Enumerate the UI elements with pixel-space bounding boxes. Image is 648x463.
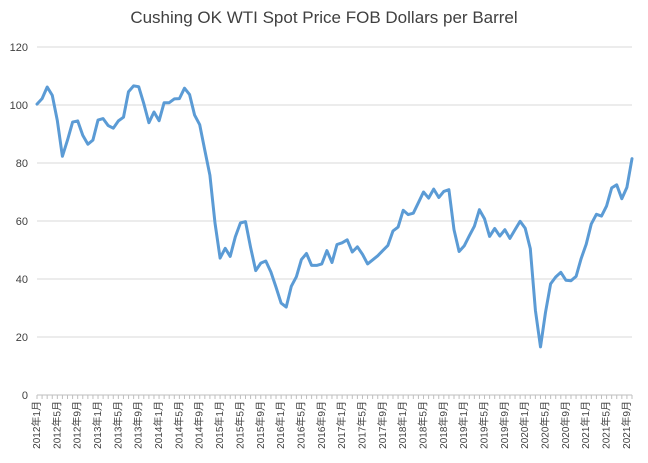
series-layer: [35, 84, 634, 349]
x-tick-label: 2013年9月: [132, 401, 145, 449]
x-tick-label: 2018年1月: [396, 401, 409, 449]
x-tick-label: 2020年5月: [539, 401, 552, 449]
series-line-wti-price: [35, 84, 634, 349]
x-tick-label: 2014年9月: [193, 401, 206, 449]
y-tick-label: 60: [16, 216, 28, 228]
y-axis-tick-labels: 0 20 40 60 80 100 120: [10, 42, 28, 402]
x-tick-label: 2014年1月: [152, 401, 165, 449]
x-axis-tick-labels: 2012年1月 2012年5月 2012年9月 2013年1月 2013年5月 2013年…: [30, 401, 633, 449]
x-tick-label: 2013年1月: [91, 401, 104, 449]
x-tick-label: 2016年5月: [294, 401, 307, 449]
gridlines: [37, 46, 632, 338]
y-tick-label: 80: [16, 158, 28, 170]
x-tick-label: 2017年1月: [335, 401, 348, 449]
x-tick-label: 2016年1月: [274, 401, 287, 449]
x-tick-label: 2016年9月: [315, 401, 328, 449]
y-tick-label: 0: [22, 390, 28, 402]
x-tick-label: 2018年5月: [416, 401, 429, 449]
x-axis: [36, 394, 633, 399]
y-tick-label: 20: [16, 332, 28, 344]
x-tick-label: 2017年9月: [376, 401, 389, 449]
x-tick-label: 2019年1月: [457, 401, 470, 449]
y-tick-label: 120: [10, 42, 28, 54]
chart-title: Cushing OK WTI Spot Price FOB Dollars pe…: [130, 8, 518, 27]
x-tick-label: 2019年9月: [498, 401, 511, 449]
x-tick-label: 2012年5月: [50, 401, 63, 449]
x-tick-label: 2020年9月: [559, 401, 572, 449]
x-tick-label: 2017年5月: [355, 401, 368, 449]
y-tick-label: 40: [16, 274, 28, 286]
x-tick-label: 2018年9月: [437, 401, 450, 449]
x-tick-label: 2012年9月: [71, 401, 84, 449]
x-tick-label: 2021年5月: [600, 401, 613, 449]
x-tick-label: 2020年1月: [518, 401, 531, 449]
x-tick-label: 2015年5月: [233, 401, 246, 449]
x-tick-label: 2013年5月: [111, 401, 124, 449]
x-tick-label: 2021年1月: [579, 401, 592, 449]
x-tick-label: 2014年5月: [172, 401, 185, 449]
x-tick-label: 2019年5月: [478, 401, 491, 449]
x-tick-label: 2021年9月: [620, 401, 633, 449]
x-tick-label: 2015年1月: [213, 401, 226, 449]
x-tick-label: 2015年9月: [254, 401, 267, 449]
y-tick-label: 100: [10, 100, 28, 112]
x-tick-label: 2012年1月: [30, 401, 43, 449]
